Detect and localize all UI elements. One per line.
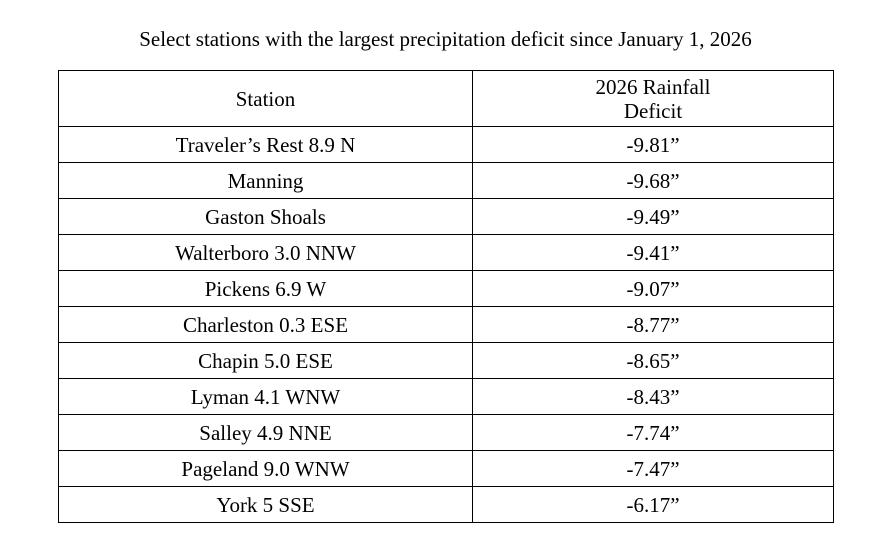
rainfall-deficit-table: Station 2026 Rainfall Deficit Traveler’s… bbox=[58, 70, 834, 523]
deficit-cell: -9.49” bbox=[472, 198, 834, 235]
station-cell: Pickens 6.9 W bbox=[58, 270, 473, 307]
deficit-cell: -8.77” bbox=[472, 306, 834, 343]
table-title: Select stations with the largest precipi… bbox=[139, 27, 752, 51]
column-header-deficit: 2026 Rainfall Deficit bbox=[472, 70, 834, 127]
header-row: Station 2026 Rainfall Deficit bbox=[58, 70, 834, 127]
deficit-cell: -9.07” bbox=[472, 270, 834, 307]
deficit-cell: -8.43” bbox=[472, 378, 834, 415]
table-row: Charleston 0.3 ESE -8.77” bbox=[58, 306, 834, 343]
deficit-cell: -6.17” bbox=[472, 486, 834, 523]
station-cell: Lyman 4.1 WNW bbox=[58, 378, 473, 415]
table-row: Traveler’s Rest 8.9 N -9.81” bbox=[58, 126, 834, 163]
deficit-cell: -7.74” bbox=[472, 414, 834, 451]
deficit-cell: -9.41” bbox=[472, 234, 834, 271]
station-cell: Traveler’s Rest 8.9 N bbox=[58, 126, 473, 163]
table-row: Pickens 6.9 W -9.07” bbox=[58, 270, 834, 307]
deficit-cell: -7.47” bbox=[472, 450, 834, 487]
table-row: Chapin 5.0 ESE -8.65” bbox=[58, 342, 834, 379]
station-cell: Gaston Shoals bbox=[58, 198, 473, 235]
column-header-deficit-line1: 2026 Rainfall bbox=[595, 74, 711, 99]
station-cell: York 5 SSE bbox=[58, 486, 473, 523]
column-header-station: Station bbox=[58, 70, 473, 127]
table-row: Salley 4.9 NNE -7.74” bbox=[58, 414, 834, 451]
table-row: Pageland 9.0 WNW -7.47” bbox=[58, 450, 834, 487]
deficit-cell: -9.68” bbox=[472, 162, 834, 199]
station-cell: Salley 4.9 NNE bbox=[58, 414, 473, 451]
table-row: Lyman 4.1 WNW -8.43” bbox=[58, 378, 834, 415]
table-row: Manning -9.68” bbox=[58, 162, 834, 199]
station-cell: Manning bbox=[58, 162, 473, 199]
table-row: Gaston Shoals -9.49” bbox=[58, 198, 834, 235]
table-row: York 5 SSE -6.17” bbox=[58, 486, 834, 523]
table-row: Walterboro 3.0 NNW -9.41” bbox=[58, 234, 834, 271]
column-header-deficit-line2: Deficit bbox=[623, 98, 683, 123]
station-cell: Charleston 0.3 ESE bbox=[58, 306, 473, 343]
station-cell: Walterboro 3.0 NNW bbox=[58, 234, 473, 271]
station-cell: Chapin 5.0 ESE bbox=[58, 342, 473, 379]
deficit-cell: -8.65” bbox=[472, 342, 834, 379]
deficit-cell: -9.81” bbox=[472, 126, 834, 163]
station-cell: Pageland 9.0 WNW bbox=[58, 450, 473, 487]
